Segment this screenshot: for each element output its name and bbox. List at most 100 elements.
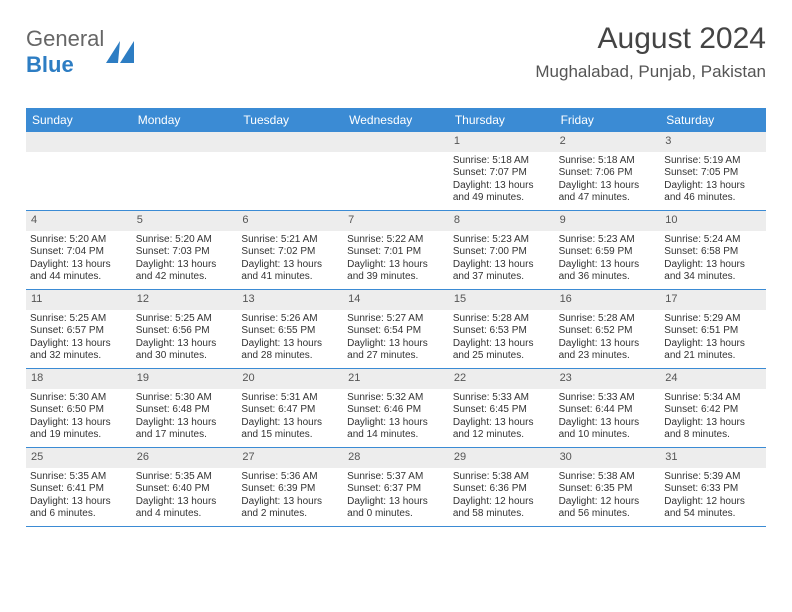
day-number: 14 — [343, 290, 449, 310]
day-number: 12 — [132, 290, 238, 310]
daylight-line: Daylight: 13 hours and 37 minutes. — [453, 259, 551, 284]
daylight-line: Daylight: 13 hours and 27 minutes. — [347, 338, 445, 363]
sunset-line: Sunset: 6:56 PM — [136, 325, 234, 338]
sunset-line: Sunset: 6:47 PM — [241, 404, 339, 417]
sunrise-line: Sunrise: 5:38 AM — [559, 471, 657, 484]
daylight-line: Daylight: 13 hours and 19 minutes. — [30, 417, 128, 442]
day-number — [132, 132, 238, 152]
logo: General Blue — [26, 26, 134, 78]
daylight-line: Daylight: 13 hours and 41 minutes. — [241, 259, 339, 284]
day-cell: 1 Sunrise: 5:18 AMSunset: 7:07 PMDaylight… — [449, 132, 555, 210]
day-number: 22 — [449, 369, 555, 389]
daylight-line: Daylight: 12 hours and 54 minutes. — [664, 496, 762, 521]
day-number: 8 — [449, 211, 555, 231]
dayname: Thursday — [449, 108, 555, 132]
sunrise-line: Sunrise: 5:38 AM — [453, 471, 551, 484]
day-cell — [132, 132, 238, 210]
sunrise-line: Sunrise: 5:28 AM — [453, 313, 551, 326]
sunrise-line: Sunrise: 5:23 AM — [559, 234, 657, 247]
sunrise-line: Sunrise: 5:18 AM — [559, 155, 657, 168]
daylight-line: Daylight: 13 hours and 21 minutes. — [664, 338, 762, 363]
dayname: Sunday — [26, 108, 132, 132]
daylight-line: Daylight: 13 hours and 42 minutes. — [136, 259, 234, 284]
week-row: 25Sunrise: 5:35 AMSunset: 6:41 PMDayligh… — [26, 448, 766, 527]
sunrise-line: Sunrise: 5:29 AM — [664, 313, 762, 326]
sunset-line: Sunset: 7:07 PM — [453, 167, 551, 180]
daylight-line: Daylight: 13 hours and 44 minutes. — [30, 259, 128, 284]
day-number: 21 — [343, 369, 449, 389]
daylight-line: Daylight: 13 hours and 49 minutes. — [453, 180, 551, 205]
sunrise-line: Sunrise: 5:33 AM — [453, 392, 551, 405]
day-cell: 3Sunrise: 5:19 AMSunset: 7:05 PMDaylight… — [660, 132, 766, 210]
day-number: 29 — [449, 448, 555, 468]
day-number — [26, 132, 132, 152]
sunrise-line: Sunrise: 5:25 AM — [136, 313, 234, 326]
week-row: 11Sunrise: 5:25 AMSunset: 6:57 PMDayligh… — [26, 290, 766, 369]
day-number: 23 — [555, 369, 661, 389]
sunset-line: Sunset: 6:50 PM — [30, 404, 128, 417]
daylight-line: Daylight: 13 hours and 46 minutes. — [664, 180, 762, 205]
logo-word-2: Blue — [26, 52, 74, 77]
dayname: Tuesday — [237, 108, 343, 132]
day-cell: 27Sunrise: 5:36 AMSunset: 6:39 PMDayligh… — [237, 448, 343, 526]
daylight-line: Daylight: 13 hours and 14 minutes. — [347, 417, 445, 442]
day-cell: 8Sunrise: 5:23 AMSunset: 7:00 PMDaylight… — [449, 211, 555, 289]
day-number: 17 — [660, 290, 766, 310]
day-cell: 26Sunrise: 5:35 AMSunset: 6:40 PMDayligh… — [132, 448, 238, 526]
sunset-line: Sunset: 6:52 PM — [559, 325, 657, 338]
day-number: 18 — [26, 369, 132, 389]
sunset-line: Sunset: 6:37 PM — [347, 483, 445, 496]
sunset-line: Sunset: 6:46 PM — [347, 404, 445, 417]
week-row: 1Sunrise: 5:18 AMSunset: 7:07 PMDaylight… — [26, 132, 766, 211]
daylight-line: Daylight: 13 hours and 30 minutes. — [136, 338, 234, 363]
sunrise-line: Sunrise: 5:26 AM — [241, 313, 339, 326]
week-row: 18Sunrise: 5:30 AMSunset: 6:50 PMDayligh… — [26, 369, 766, 448]
day-number: 20 — [237, 369, 343, 389]
day-cell: 18 Sunrise: 5:30 AMSunset: 6:50 PMDayligh… — [26, 369, 132, 447]
sunset-line: Sunset: 6:59 PM — [559, 246, 657, 259]
day-cell: 23Sunrise: 5:33 AMSunset: 6:44 PMDayligh… — [555, 369, 661, 447]
daylight-line: Daylight: 13 hours and 8 minutes. — [664, 417, 762, 442]
sunrise-line: Sunrise: 5:30 AM — [136, 392, 234, 405]
sunrise-line: Sunrise: 5:27 AM — [347, 313, 445, 326]
logo-text: General Blue — [26, 26, 104, 78]
sunrise-line: Sunrise: 5:30 AM — [30, 392, 128, 405]
day-number: 19 — [132, 369, 238, 389]
day-cell: 12 Sunrise: 5:25 AMSunset: 6:56 PMDayligh… — [132, 290, 238, 368]
month-title: August 2024 — [535, 22, 766, 56]
day-number: 7 — [343, 211, 449, 231]
day-cell: 5Sunrise: 5:20 AMSunset: 7:03 PMDaylight… — [132, 211, 238, 289]
day-number: 26 — [132, 448, 238, 468]
sunrise-line: Sunrise: 5:25 AM — [30, 313, 128, 326]
sunrise-line: Sunrise: 5:21 AM — [241, 234, 339, 247]
day-number: 1 — [449, 132, 555, 152]
sunset-line: Sunset: 6:57 PM — [30, 325, 128, 338]
dayname: Wednesday — [343, 108, 449, 132]
day-number — [343, 132, 449, 152]
sunset-line: Sunset: 6:55 PM — [241, 325, 339, 338]
dayname: Saturday — [660, 108, 766, 132]
day-number — [237, 132, 343, 152]
day-cell: 28Sunrise: 5:37 AMSunset: 6:37 PMDayligh… — [343, 448, 449, 526]
sunrise-line: Sunrise: 5:18 AM — [453, 155, 551, 168]
sunset-line: Sunset: 7:02 PM — [241, 246, 339, 259]
sunset-line: Sunset: 6:40 PM — [136, 483, 234, 496]
day-number: 30 — [555, 448, 661, 468]
sunset-line: Sunset: 6:44 PM — [559, 404, 657, 417]
sunrise-line: Sunrise: 5:31 AM — [241, 392, 339, 405]
day-cell: 2Sunrise: 5:18 AMSunset: 7:06 PMDaylight… — [555, 132, 661, 210]
header: August 2024 Mughalabad, Punjab, Pakistan — [535, 22, 766, 82]
day-number: 24 — [660, 369, 766, 389]
day-cell: 4Sunrise: 5:20 AMSunset: 7:04 PMDaylight… — [26, 211, 132, 289]
daylight-line: Daylight: 12 hours and 56 minutes. — [559, 496, 657, 521]
daylight-line: Daylight: 13 hours and 47 minutes. — [559, 180, 657, 205]
day-cell: 19Sunrise: 5:30 AMSunset: 6:48 PMDayligh… — [132, 369, 238, 447]
daylight-line: Daylight: 13 hours and 36 minutes. — [559, 259, 657, 284]
sunset-line: Sunset: 7:00 PM — [453, 246, 551, 259]
sunrise-line: Sunrise: 5:34 AM — [664, 392, 762, 405]
day-cell: 29Sunrise: 5:38 AMSunset: 6:36 PMDayligh… — [449, 448, 555, 526]
day-number: 28 — [343, 448, 449, 468]
day-number: 10 — [660, 211, 766, 231]
day-number: 15 — [449, 290, 555, 310]
sunset-line: Sunset: 6:35 PM — [559, 483, 657, 496]
